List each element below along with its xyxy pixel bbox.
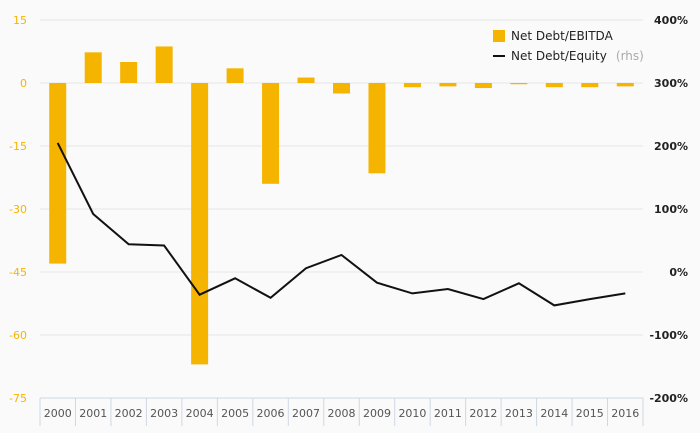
bar — [545, 83, 563, 88]
bar — [155, 46, 173, 83]
bar — [297, 77, 315, 83]
x-tick-label: 2007 — [292, 407, 320, 420]
right-tick-label: -100% — [649, 329, 688, 342]
left-tick-label: 0 — [20, 77, 27, 90]
x-tick-label: 2010 — [398, 407, 426, 420]
bar — [368, 83, 386, 174]
x-tick-label: 2009 — [363, 407, 391, 420]
bar-series — [49, 46, 634, 365]
x-tick-label: 2001 — [79, 407, 107, 420]
right-y-axis: 400% 300% 200% 100% 0% -100% -200% — [649, 14, 688, 405]
legend-swatch-bar — [493, 30, 505, 42]
bar — [191, 83, 209, 365]
legend-label-line: Net Debt/Equity (rhs) — [511, 45, 644, 64]
x-tick-label: 2015 — [576, 407, 604, 420]
left-y-axis: 15 0 -15 -30 -45 -60 -75 — [9, 14, 27, 405]
line-series-net-debt-equity — [56, 142, 626, 307]
legend: Net Debt/EBITDA Net Debt/Equity (rhs) — [493, 29, 644, 64]
right-tick-label: 300% — [654, 77, 688, 90]
x-tick-label: 2003 — [150, 407, 178, 420]
left-tick-label: -75 — [9, 392, 27, 405]
bar — [616, 83, 634, 87]
bar — [510, 83, 528, 85]
x-tick-label: 2016 — [611, 407, 639, 420]
bar — [49, 83, 67, 264]
x-axis: 2000 2001 2002 2003 2004 2005 2006 2007 2008 2009… — [39, 397, 644, 426]
x-tick-label: 2013 — [505, 407, 533, 420]
left-tick-label: -30 — [9, 203, 27, 216]
x-tick-label: 2012 — [469, 407, 497, 420]
left-tick-label: -15 — [9, 140, 27, 153]
bar — [333, 83, 350, 94]
left-tick-label: -45 — [9, 266, 27, 279]
legend-label-bar: Net Debt/EBITDA — [511, 29, 614, 43]
x-tick-label: 2011 — [434, 407, 462, 420]
x-tick-label: 2000 — [44, 407, 72, 420]
legend-line-suffix: (rhs) — [616, 49, 644, 63]
x-tick-label: 2008 — [328, 407, 356, 420]
bar — [439, 83, 457, 87]
bar — [474, 83, 492, 89]
x-tick-label: 2006 — [257, 407, 285, 420]
x-tick-label: 2002 — [115, 407, 143, 420]
x-tick-label: 2014 — [540, 407, 568, 420]
bar — [84, 52, 102, 83]
legend-line-name: Net Debt/Equity — [511, 49, 607, 63]
x-tick-label: 2005 — [221, 407, 249, 420]
right-tick-label: 0% — [669, 266, 688, 279]
bar — [581, 83, 599, 88]
bar — [262, 83, 280, 184]
right-tick-label: -200% — [649, 392, 688, 405]
right-tick-label: 200% — [654, 140, 688, 153]
left-tick-label: 15 — [13, 14, 27, 27]
x-tick-label: 2004 — [186, 407, 214, 420]
bar — [403, 83, 421, 88]
right-tick-label: 400% — [654, 14, 688, 27]
bar — [120, 62, 138, 83]
left-tick-label: -60 — [9, 329, 27, 342]
bar — [226, 68, 244, 83]
right-tick-label: 100% — [654, 203, 688, 216]
